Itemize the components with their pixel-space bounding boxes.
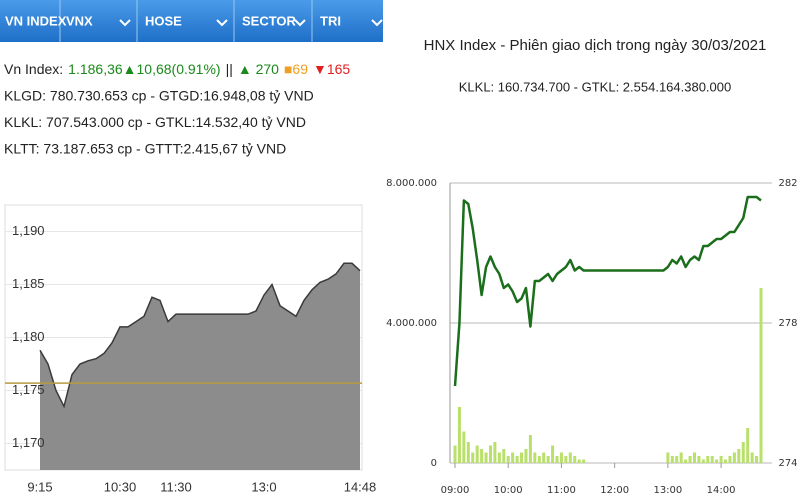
volume-bar bbox=[737, 449, 741, 463]
y-tick-label: 1,170 bbox=[12, 435, 45, 450]
info-line: KLGD: 780.730.653 cp - GTGD:16.948,08 tỷ… bbox=[4, 88, 314, 104]
volume-bar bbox=[537, 456, 541, 463]
volume-bar bbox=[524, 449, 528, 463]
info-line: KLTT: 73.187.653 cp - GTTT:2.415,67 tỷ V… bbox=[4, 141, 286, 157]
volume-bar bbox=[582, 459, 586, 463]
x-tick-label: 10:00 bbox=[494, 485, 523, 496]
x-tick-label: 09:00 bbox=[441, 485, 470, 496]
volume-bar bbox=[697, 456, 701, 463]
index-segment: || bbox=[226, 61, 233, 77]
volume-bar bbox=[666, 452, 670, 463]
volume-bar bbox=[710, 456, 714, 463]
price-line bbox=[453, 195, 762, 387]
x-tick-label: 11:30 bbox=[160, 479, 192, 494]
volume-bar bbox=[520, 452, 524, 463]
volume-bar bbox=[471, 452, 475, 463]
volume-bar bbox=[462, 431, 466, 463]
volume-bar bbox=[502, 449, 506, 463]
tab-label[interactable]: VN INDEX bbox=[5, 13, 67, 28]
volume-bar bbox=[750, 452, 754, 463]
tab-label[interactable]: HOSE bbox=[145, 13, 182, 28]
x-tick-label: 13:00 bbox=[653, 485, 682, 496]
volume-bar bbox=[484, 452, 488, 463]
index-segment: ■69 bbox=[284, 61, 308, 77]
area-line bbox=[39, 262, 361, 409]
y-tick-label: 4.000.000 bbox=[386, 318, 437, 329]
x-tick-label: 14:48 bbox=[344, 479, 377, 494]
chart-title: HNX Index - Phiên giao dịch trong ngày 3… bbox=[424, 37, 767, 54]
volume-bar bbox=[688, 456, 692, 463]
volume-bar bbox=[497, 452, 501, 463]
volume-bar bbox=[466, 442, 470, 463]
index-segment: ▲ 270 bbox=[238, 61, 279, 77]
volume-bar bbox=[480, 449, 484, 463]
index-segment: 1.186,36▲10,68(0.91%) bbox=[68, 61, 220, 77]
chart-subtitle: KLKL: 160.734.700 - GTKL: 2.554.164.380.… bbox=[459, 79, 732, 94]
index-segment: ▼165 bbox=[313, 61, 350, 77]
volume-bar bbox=[732, 452, 736, 463]
x-tick-label: 13:0 bbox=[251, 479, 276, 494]
x-tick-label: 14:00 bbox=[707, 485, 736, 496]
volume-bar bbox=[475, 445, 479, 463]
tab-label[interactable]: SECTOR bbox=[242, 13, 297, 28]
volume-bar bbox=[542, 452, 546, 463]
y2-tick-label: 274 bbox=[778, 458, 797, 469]
volume-bar bbox=[701, 459, 705, 463]
volume-bar bbox=[675, 456, 679, 463]
volume-bar bbox=[573, 456, 577, 463]
volume-bar bbox=[506, 456, 510, 463]
y-tick-label: 1,175 bbox=[12, 382, 45, 397]
volume-bar bbox=[692, 452, 696, 463]
volume-bar bbox=[551, 445, 555, 463]
volume-bar bbox=[453, 445, 457, 463]
x-tick-label: 11:00 bbox=[547, 485, 576, 496]
volume-bar bbox=[746, 428, 750, 463]
volume-bar bbox=[528, 435, 532, 463]
volume-bar bbox=[559, 452, 563, 463]
volume-bar bbox=[741, 442, 745, 463]
info-line: KLKL: 707.543.000 cp - GTKL:14.532,40 tỷ… bbox=[4, 114, 306, 130]
volume-bar bbox=[577, 459, 581, 463]
tab-bar bbox=[0, 0, 383, 42]
tab-label[interactable]: TRI bbox=[320, 13, 341, 28]
volume-bar bbox=[728, 456, 732, 463]
x-tick-label: 10:30 bbox=[104, 479, 137, 494]
y2-tick-label: 282 bbox=[778, 178, 797, 189]
y2-tick-label: 278 bbox=[778, 318, 797, 329]
volume-bar bbox=[564, 456, 568, 463]
x-tick-label: 12:00 bbox=[600, 485, 629, 496]
y-tick-label: 1,185 bbox=[12, 276, 45, 291]
tab-dividers bbox=[59, 0, 313, 42]
volume-bar bbox=[515, 456, 519, 463]
y-tick-label: 8.000.000 bbox=[386, 178, 437, 189]
volume-bar bbox=[670, 456, 674, 463]
volume-bar bbox=[493, 442, 497, 463]
volume-bar bbox=[724, 459, 728, 463]
volume-bar bbox=[715, 459, 719, 463]
tab-chevrons bbox=[119, 19, 383, 27]
index-line: Vn Index: 1.186,36▲10,68(0.91%) || ▲ 270 ■69… bbox=[4, 61, 350, 77]
index-segment: Vn Index: bbox=[4, 61, 63, 77]
area bbox=[40, 263, 360, 470]
volume-bar bbox=[568, 452, 572, 463]
volume-bar bbox=[457, 407, 461, 463]
y-tick-label: 0 bbox=[431, 458, 437, 469]
volume-bar bbox=[533, 452, 537, 463]
volume-bar bbox=[546, 456, 550, 463]
volume-bar bbox=[488, 445, 492, 463]
volume-bar bbox=[759, 288, 763, 463]
volume-bar bbox=[555, 456, 559, 463]
y-tick-label: 1,180 bbox=[12, 329, 45, 344]
volume-bar bbox=[706, 456, 710, 463]
tab-label[interactable]: VNX bbox=[66, 13, 93, 28]
volume-bar bbox=[511, 452, 515, 463]
y-tick-label: 1,190 bbox=[12, 223, 45, 238]
x-tick-label: 9:15 bbox=[27, 479, 52, 494]
volume-bar bbox=[684, 459, 688, 463]
volume-bar bbox=[679, 452, 683, 463]
volume-bar bbox=[719, 456, 723, 463]
volume-bar bbox=[755, 456, 759, 463]
